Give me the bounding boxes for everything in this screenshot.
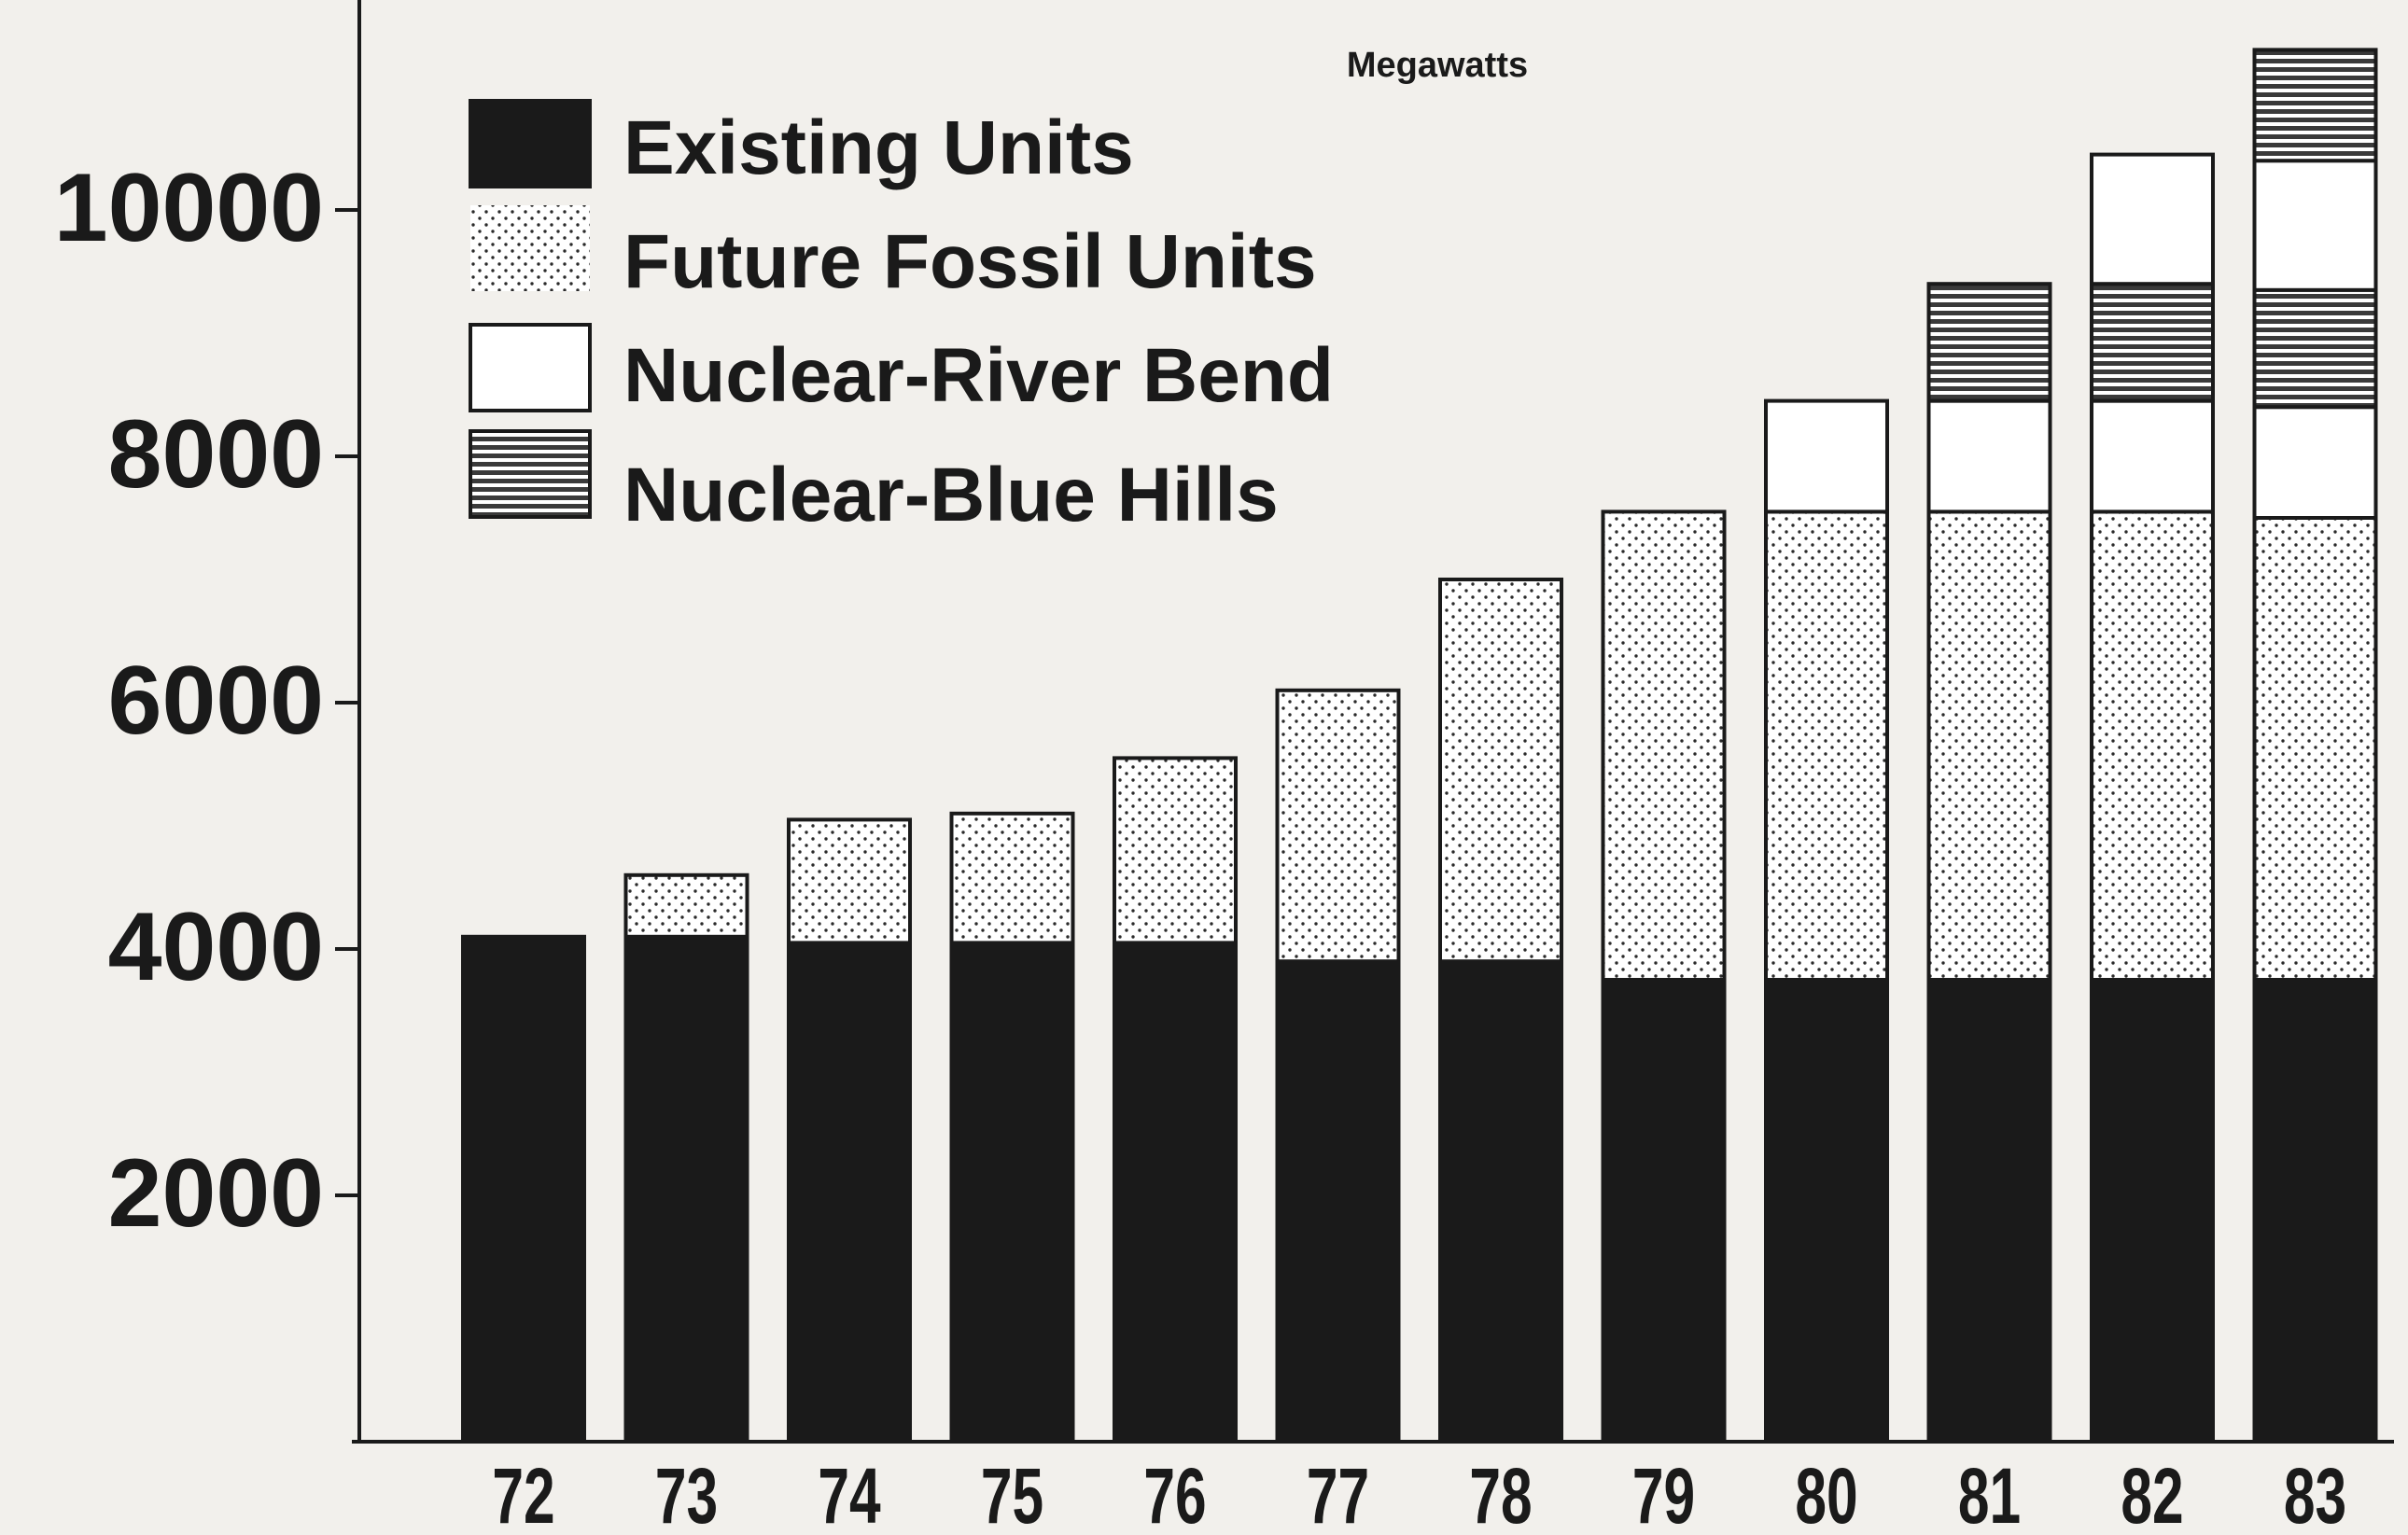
x-tick-label: 81 — [1958, 1452, 2021, 1535]
bars-group — [461, 48, 2378, 1444]
x-tick-label: 72 — [492, 1452, 554, 1535]
bar-83 — [2252, 48, 2378, 1444]
bar-segment-existing-units-73 — [623, 934, 749, 1444]
bar-segment-existing-units-79 — [1601, 978, 1727, 1444]
bar-segment-series-5-83 — [2252, 48, 2378, 163]
bar-segment-nuclear-river-bend-81 — [1926, 398, 2052, 514]
bar-segment-existing-units-72 — [461, 934, 586, 1444]
x-tick-label: 83 — [2284, 1452, 2346, 1535]
bar-segment-future-fossil-units-78 — [1438, 578, 1563, 964]
legend-label: Nuclear-River Bend — [623, 333, 1334, 418]
legend-label: Existing Units — [623, 105, 1134, 190]
y-tick-label: 4000 — [108, 893, 324, 1001]
bar-segment-existing-units-76 — [1113, 941, 1238, 1444]
bar-76 — [1113, 756, 1238, 1444]
legend-item: Existing Units — [469, 99, 1134, 190]
x-tick-label: 77 — [1307, 1452, 1369, 1535]
bar-78 — [1438, 578, 1563, 1444]
x-tick-label: 73 — [655, 1452, 718, 1535]
legend-item: Nuclear-Blue Hills — [469, 429, 1279, 537]
bar-segment-future-fossil-units-83 — [2252, 516, 2378, 982]
y-tick-label: 8000 — [108, 400, 324, 509]
y-tick-label: 10000 — [54, 154, 324, 262]
bar-segment-nuclear-blue-hills-82 — [2090, 282, 2215, 403]
bar-segment-nuclear-river-bend-83 — [2252, 405, 2378, 521]
x-tick-label: 78 — [1469, 1452, 1532, 1535]
bar-segment-existing-units-75 — [949, 941, 1075, 1444]
bar-segment-existing-units-83 — [2252, 978, 2378, 1444]
bar-segment-series-4-82 — [2090, 152, 2215, 286]
bar-80 — [1764, 398, 1889, 1444]
bar-81 — [1926, 282, 2052, 1444]
legend-label: Future Fossil Units — [623, 219, 1317, 304]
bar-segment-existing-units-77 — [1275, 959, 1401, 1444]
bar-73 — [623, 872, 749, 1444]
bar-segment-future-fossil-units-73 — [623, 872, 749, 939]
x-tick-label: 79 — [1632, 1452, 1695, 1535]
bar-segment-future-fossil-units-75 — [949, 811, 1075, 945]
x-tick-label: 74 — [818, 1452, 881, 1535]
x-tick-label: 76 — [1143, 1452, 1206, 1535]
bar-segment-series-4-83 — [2252, 159, 2378, 292]
legend-swatch — [469, 99, 592, 188]
bar-segment-future-fossil-units-82 — [2090, 509, 2215, 983]
bar-segment-existing-units-80 — [1764, 978, 1889, 1444]
legend-swatch — [470, 205, 590, 291]
legend-label: Nuclear-Blue Hills — [623, 453, 1279, 537]
bar-segment-existing-units-78 — [1438, 959, 1563, 1444]
bar-segment-future-fossil-units-81 — [1926, 509, 2052, 983]
axes: 2000 4000 6000 8000 10000 12000 — [54, 0, 2394, 1444]
legend: Existing Units Future Fossil Units Nuclear… — [469, 99, 1334, 537]
bar-segment-existing-units-81 — [1926, 978, 2052, 1444]
bar-segment-existing-units-82 — [2090, 978, 2215, 1444]
chart-subtitle: Megawatts — [1347, 46, 1528, 85]
bar-82 — [2090, 152, 2215, 1444]
legend-swatch — [469, 323, 592, 412]
bar-72 — [461, 934, 586, 1444]
bar-segment-nuclear-river-bend-80 — [1764, 398, 1889, 514]
x-tick-label: 75 — [981, 1452, 1043, 1535]
bar-79 — [1601, 509, 1727, 1444]
y-tick-label: 2000 — [108, 1139, 324, 1248]
bar-75 — [949, 811, 1075, 1444]
bar-segment-nuclear-river-bend-82 — [2090, 398, 2215, 514]
bar-segment-existing-units-74 — [787, 941, 912, 1444]
x-tick-label: 80 — [1795, 1452, 1857, 1535]
x-tick-labels: 72 73 74 75 76 77 78 79 80 81 82 83 — [492, 1452, 2346, 1535]
bar-74 — [787, 817, 912, 1444]
y-tick-label: 6000 — [108, 647, 324, 755]
x-tick-label: 82 — [2121, 1452, 2183, 1535]
legend-item: Future Fossil Units — [470, 205, 1317, 304]
bar-segment-future-fossil-units-80 — [1764, 509, 1889, 983]
legend-swatch — [469, 429, 592, 519]
bar-segment-future-fossil-units-77 — [1275, 688, 1401, 964]
bar-segment-nuclear-blue-hills-81 — [1926, 282, 2052, 403]
bar-segment-future-fossil-units-76 — [1113, 756, 1238, 945]
y-tick-label: 12000 — [54, 0, 324, 16]
legend-item: Nuclear-River Bend — [469, 323, 1334, 418]
bar-segment-future-fossil-units-79 — [1601, 509, 1727, 983]
bar-77 — [1275, 688, 1401, 1444]
bar-segment-nuclear-blue-hills-83 — [2252, 287, 2378, 410]
bar-segment-future-fossil-units-74 — [787, 817, 912, 945]
